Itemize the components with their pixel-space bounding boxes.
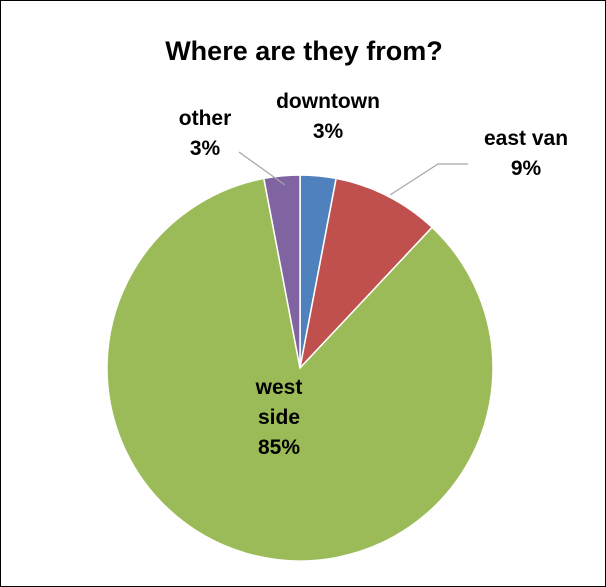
pie-slice-west-side bbox=[106, 177, 494, 562]
data-label-other: other 3% bbox=[179, 107, 232, 160]
leader-lines bbox=[238, 151, 468, 196]
slice-labels: downtown 3% east van 9% west side 85% other 3% bbox=[179, 90, 568, 459]
pie-slice-other bbox=[262, 174, 301, 369]
data-label-downtown: downtown 3% bbox=[276, 90, 380, 143]
data-label-east-van: east van 9% bbox=[484, 127, 568, 180]
pie-slice-east-van bbox=[298, 177, 434, 371]
data-label-west-side: west side 85% bbox=[255, 376, 303, 459]
pie-slices bbox=[106, 174, 494, 562]
leader-line-east-van bbox=[389, 163, 468, 196]
leader-line-other bbox=[238, 151, 286, 186]
chart-title: Where are they from? bbox=[165, 36, 443, 66]
